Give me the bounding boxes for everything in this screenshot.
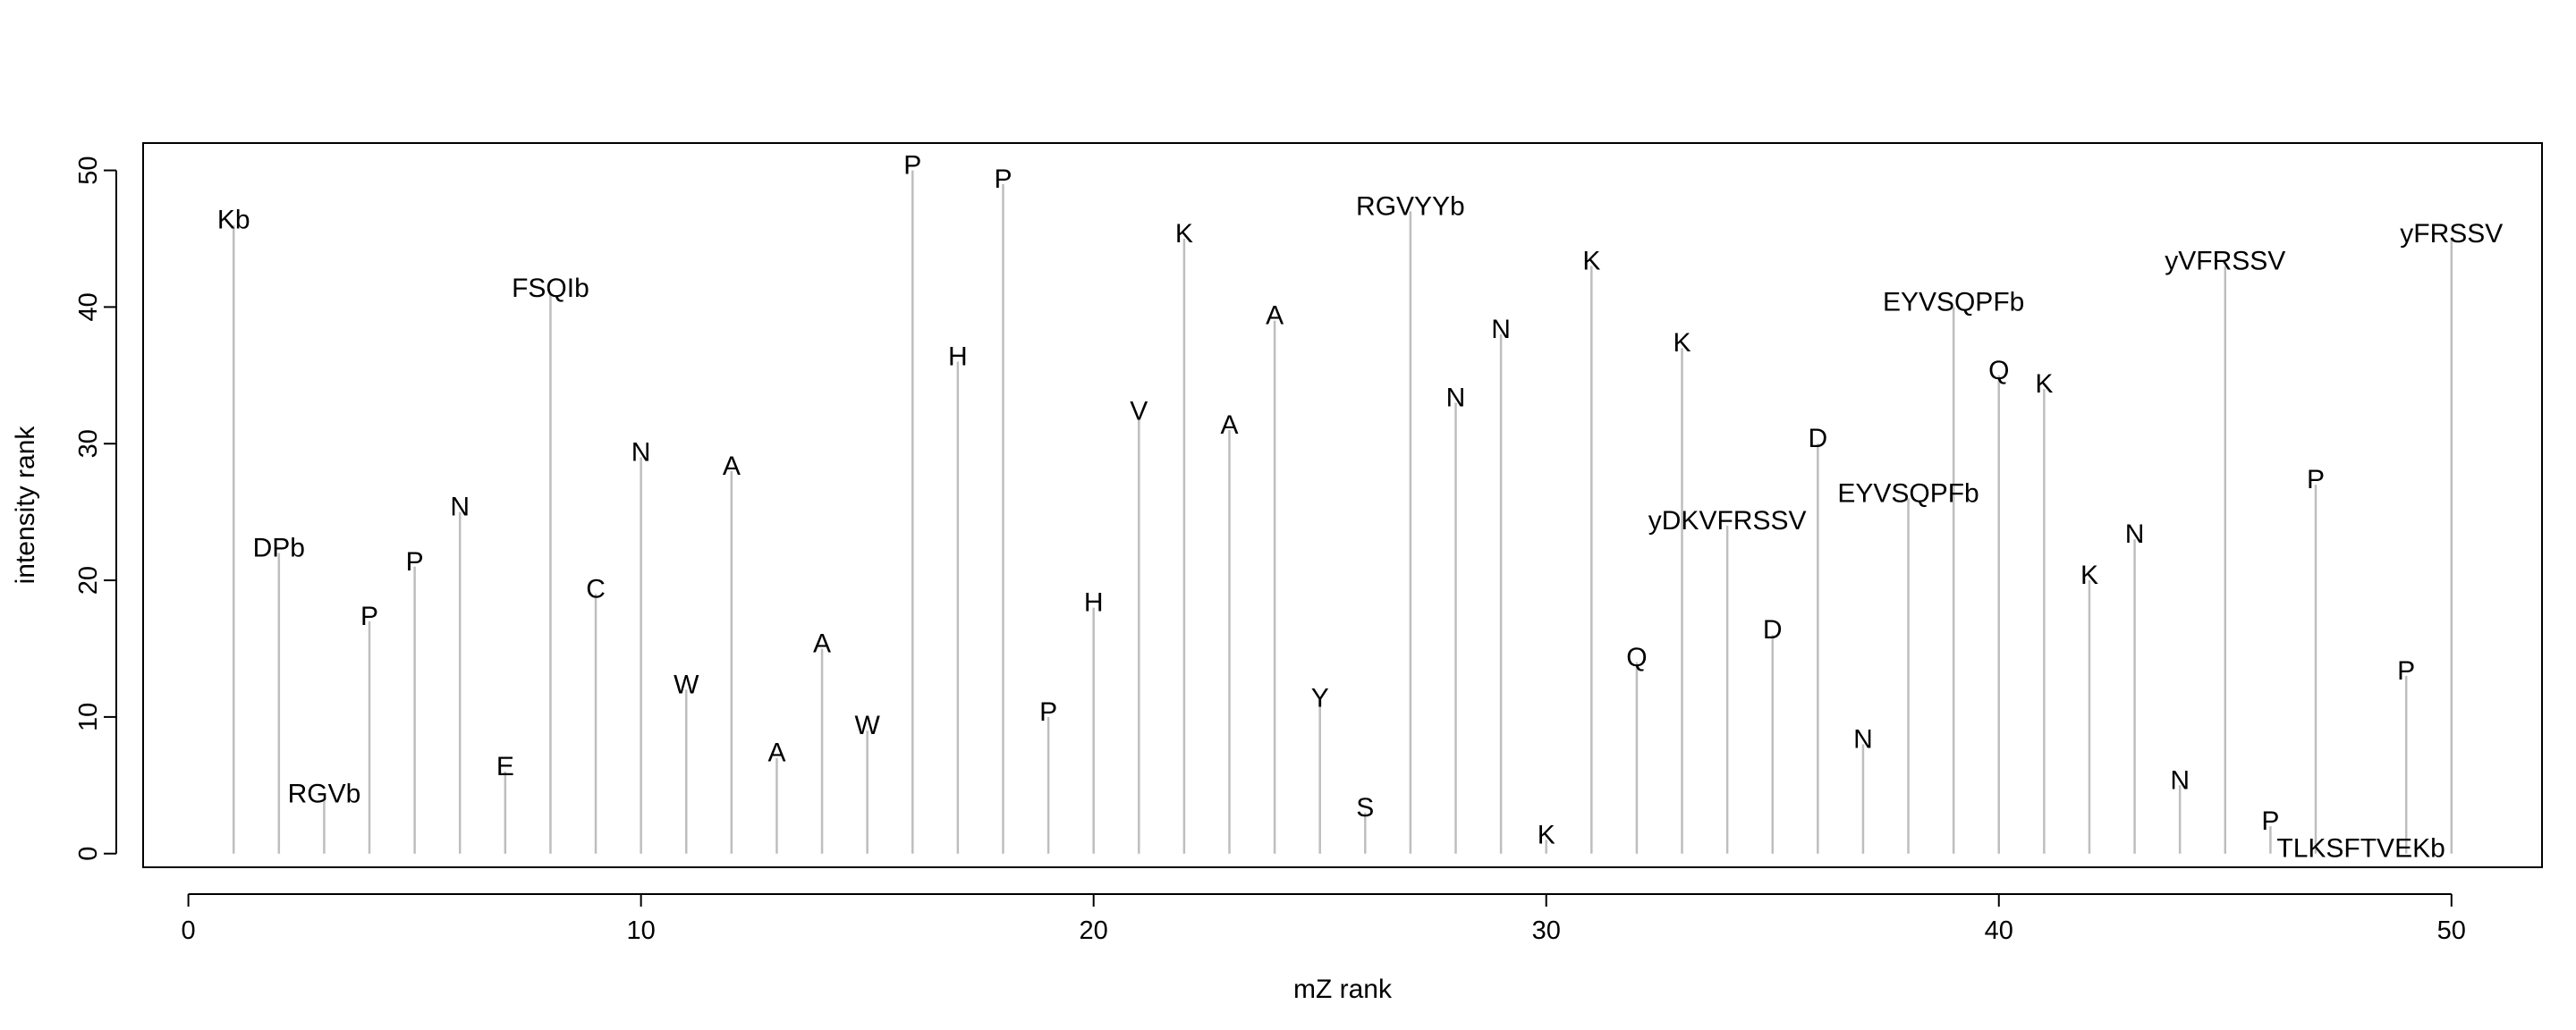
peak-label-17: H: [948, 342, 968, 372]
peak-label-8: FSQIb: [512, 274, 589, 303]
x-axis-title: mZ rank: [1293, 975, 1393, 1004]
peak-label-13: A: [767, 739, 785, 768]
peak-label-27: RGVYYb: [1356, 191, 1465, 221]
peak-labels: KbDPbRGVbPPNEFSQIbCNWAAAWPHPPHVKAAYSRGVY…: [217, 151, 2503, 864]
peak-label-49: P: [2397, 656, 2415, 686]
peak-label-15: W: [854, 711, 880, 740]
peak-label-40: Q: [1988, 356, 2009, 385]
y-tick-label: 10: [74, 703, 103, 731]
peak-label-24: A: [1266, 301, 1284, 331]
y-tick-label: 30: [74, 429, 103, 458]
peak-label-12: A: [723, 452, 741, 481]
x-tick-label: 50: [2437, 916, 2466, 945]
peak-label-41: K: [2035, 369, 2053, 399]
peak-label-30: K: [1538, 820, 1555, 849]
peak-label-47: P: [2307, 465, 2325, 494]
stem-lines: [232, 170, 2453, 854]
peak-label-21: V: [1130, 397, 1148, 426]
y-axis-title: intensity rank: [11, 426, 40, 585]
peak-label-6: N: [450, 493, 470, 522]
peak-label-28: N: [1446, 383, 1466, 412]
y-tick-label: 50: [74, 156, 103, 184]
peak-label-25: Y: [1311, 684, 1329, 713]
y-tick-label: 0: [74, 847, 103, 861]
peak-label-4: P: [360, 602, 378, 631]
peak-label-29: N: [1491, 315, 1511, 344]
peak-label-5: P: [406, 547, 424, 577]
peak-label-42: K: [2080, 561, 2098, 590]
peak-label-36: D: [1809, 424, 1828, 453]
peak-label-23: A: [1220, 410, 1238, 440]
peak-label-38: EYVSQPFb: [1837, 478, 1979, 508]
x-tick-label: 0: [182, 916, 196, 945]
peak-label-48: TLKSFTVEKb: [2276, 834, 2445, 864]
peak-label-45: yVFRSSV: [2165, 247, 2285, 276]
peak-label-19: P: [1039, 697, 1057, 727]
peak-label-22: K: [1175, 219, 1193, 249]
peak-label-11: W: [674, 670, 699, 699]
peak-label-16: P: [903, 151, 921, 181]
peak-label-32: Q: [1626, 643, 1647, 672]
peak-label-7: E: [496, 752, 514, 781]
y-tick-label: 20: [74, 566, 103, 595]
x-tick-label: 10: [627, 916, 656, 945]
peak-label-43: N: [2125, 519, 2145, 549]
peak-label-20: H: [1084, 588, 1104, 618]
peak-label-39: EYVSQPFb: [1883, 287, 2024, 317]
peak-label-46: P: [2261, 806, 2279, 836]
peak-label-3: RGVb: [288, 780, 361, 809]
peak-label-37: N: [1853, 724, 1873, 754]
peak-label-34: yDKVFRSSV: [1648, 506, 1807, 536]
peak-label-18: P: [994, 165, 1012, 194]
peak-label-44: N: [2170, 765, 2190, 795]
peak-label-31: K: [1582, 247, 1600, 276]
x-tick-label: 20: [1080, 916, 1108, 945]
x-tick-label: 30: [1532, 916, 1561, 945]
axes: 0 10 20 30 40 50 0 10 20 30 40 50: [74, 142, 2543, 945]
x-tick-label: 40: [1985, 916, 2013, 945]
peak-label-9: C: [586, 574, 606, 604]
peak-label-10: N: [631, 438, 651, 468]
peak-label-50: yFRSSV: [2400, 219, 2503, 249]
peak-label-33: K: [1674, 328, 1691, 358]
peak-label-14: A: [813, 629, 831, 658]
y-tick-label: 40: [74, 292, 103, 321]
peak-label-2: DPb: [253, 533, 305, 562]
peak-label-35: D: [1763, 615, 1783, 645]
peak-label-26: S: [1356, 793, 1374, 823]
peak-label-1: Kb: [217, 206, 250, 235]
plot-frame: [142, 142, 2543, 868]
